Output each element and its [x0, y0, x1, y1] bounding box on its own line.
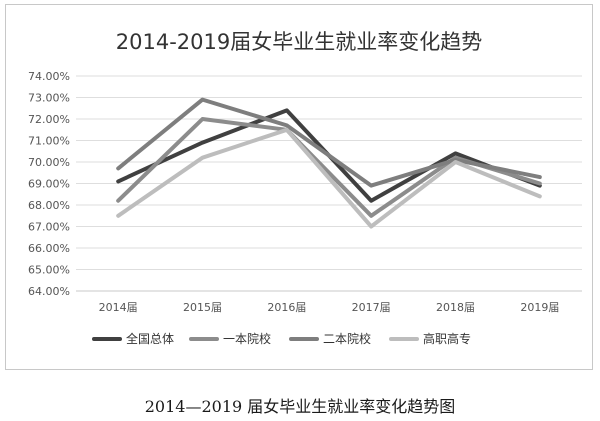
x-tick-label: 2019届	[520, 301, 559, 314]
series-line-2	[116, 117, 542, 218]
y-tick-label: 65.00%	[28, 264, 70, 277]
x-tick-label: 2015届	[183, 301, 222, 314]
line-chart: 2014-2019届女毕业生就业率变化趋势 74.00% 73.00% 72.00%…	[28, 30, 582, 346]
gridlines	[76, 75, 582, 292]
x-tick-label: 2017届	[352, 301, 391, 314]
x-tick-label: 2018届	[436, 301, 475, 314]
legend: 全国总体 一本院校 二本院校 高职高专	[92, 331, 471, 346]
figure-caption: 2014—2019 届女毕业生就业率变化趋势图	[144, 397, 456, 416]
legend-label: 一本院校	[223, 331, 271, 346]
series-line-3	[116, 97, 542, 188]
y-tick-label: 73.00%	[28, 92, 70, 105]
chart-panel: 2014-2019届女毕业生就业率变化趋势 74.00% 73.00% 72.00%…	[5, 4, 593, 370]
chart-title: 2014-2019届女毕业生就业率变化趋势	[116, 30, 482, 54]
y-tick-label: 68.00%	[28, 199, 70, 212]
y-tick-label: 64.00%	[28, 285, 70, 298]
y-tick-label: 69.00%	[28, 178, 70, 191]
legend-label: 全国总体	[126, 331, 174, 346]
y-tick-label: 72.00%	[28, 113, 70, 126]
series-lines	[116, 97, 542, 229]
legend-label: 二本院校	[323, 331, 371, 346]
y-tick-label: 66.00%	[28, 242, 70, 255]
series-line-4	[116, 127, 542, 229]
y-tick-label: 74.00%	[28, 70, 70, 83]
x-tick-label: 2014届	[99, 301, 138, 314]
y-tick-label: 67.00%	[28, 221, 70, 234]
y-axis-ticks: 74.00% 73.00% 72.00% 71.00% 70.00% 69.00% 68.0…	[28, 70, 70, 298]
x-axis-ticks: 2014届 2015届 2016届 2017届 2018届 2019届	[99, 301, 560, 314]
y-tick-label: 71.00%	[28, 135, 70, 148]
x-tick-label: 2016届	[267, 301, 306, 314]
legend-label: 高职高专	[423, 331, 471, 346]
y-tick-label: 70.00%	[28, 156, 70, 169]
